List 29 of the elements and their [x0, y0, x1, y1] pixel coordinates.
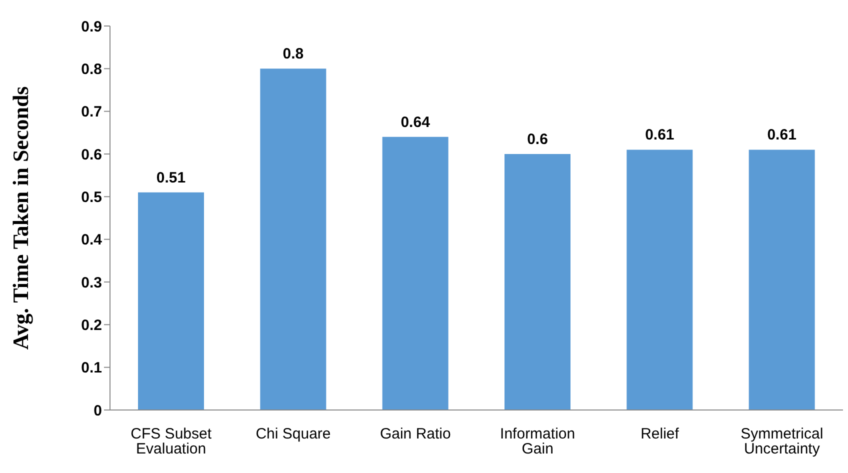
y-tick-label: 0.1 — [81, 360, 102, 377]
x-tick-label: Gain Ratio — [380, 426, 451, 443]
bar — [748, 150, 815, 410]
bar — [260, 68, 326, 410]
x-tick-label: Information Gain — [500, 426, 576, 458]
y-axis-title: Avg. Time Taken in Seconds — [8, 86, 33, 350]
data-label: 0.61 — [767, 126, 796, 144]
y-tick-label: 0.8 — [81, 60, 102, 78]
y-tick-label: 0.9 — [81, 18, 102, 36]
data-label: 0.51 — [156, 169, 186, 186]
y-tick-label: 0.4 — [81, 232, 103, 249]
bar — [382, 136, 448, 410]
x-tick-label: Chi Square — [256, 426, 331, 443]
data-label: 0.8 — [282, 46, 304, 63]
y-tick-label: 0.2 — [81, 316, 102, 334]
y-tick-label: 0.6 — [81, 146, 102, 164]
x-tick-label: Symmetrical Uncertainty — [740, 426, 824, 458]
x-tick-label: CFS Subset Evaluation — [130, 426, 212, 458]
y-tick-label: 0.7 — [81, 104, 102, 121]
data-label: 0.6 — [527, 131, 548, 148]
y-tick-label: 0.3 — [81, 274, 102, 292]
bar — [504, 154, 570, 410]
data-label: 0.64 — [400, 114, 431, 131]
data-label: 0.61 — [645, 126, 674, 144]
bar — [138, 192, 204, 410]
y-tick-label: 0 — [94, 402, 102, 420]
x-tick-label: Relief — [640, 426, 680, 443]
y-tick-label: 0.5 — [81, 188, 102, 206]
bar — [626, 150, 693, 410]
